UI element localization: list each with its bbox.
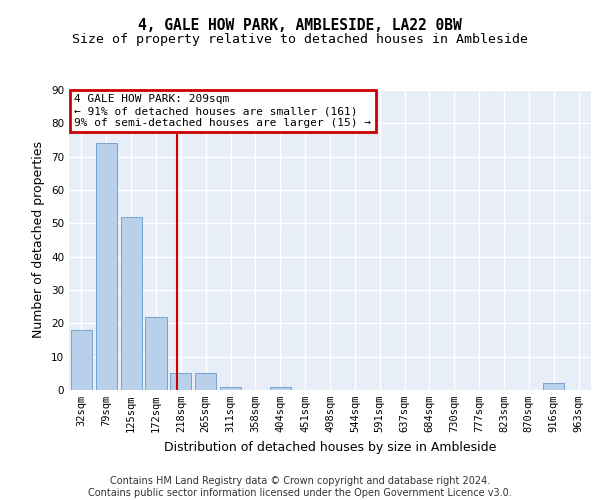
Text: Contains HM Land Registry data © Crown copyright and database right 2024.
Contai: Contains HM Land Registry data © Crown c… [88,476,512,498]
Bar [96,144,117,390]
Bar [195,374,216,390]
Y-axis label: Number of detached properties: Number of detached properties [32,142,46,338]
Bar [170,374,191,390]
Text: 4 GALE HOW PARK: 209sqm
← 91% of detached houses are smaller (161)
9% of semi-de: 4 GALE HOW PARK: 209sqm ← 91% of detache… [74,94,371,128]
Text: 4, GALE HOW PARK, AMBLESIDE, LA22 0BW: 4, GALE HOW PARK, AMBLESIDE, LA22 0BW [138,18,462,32]
Bar [145,316,167,390]
Bar [121,216,142,390]
X-axis label: Distribution of detached houses by size in Ambleside: Distribution of detached houses by size … [164,440,496,454]
Bar [71,330,92,390]
Bar [220,386,241,390]
Bar [543,384,564,390]
Text: Size of property relative to detached houses in Ambleside: Size of property relative to detached ho… [72,32,528,46]
Bar [270,386,291,390]
